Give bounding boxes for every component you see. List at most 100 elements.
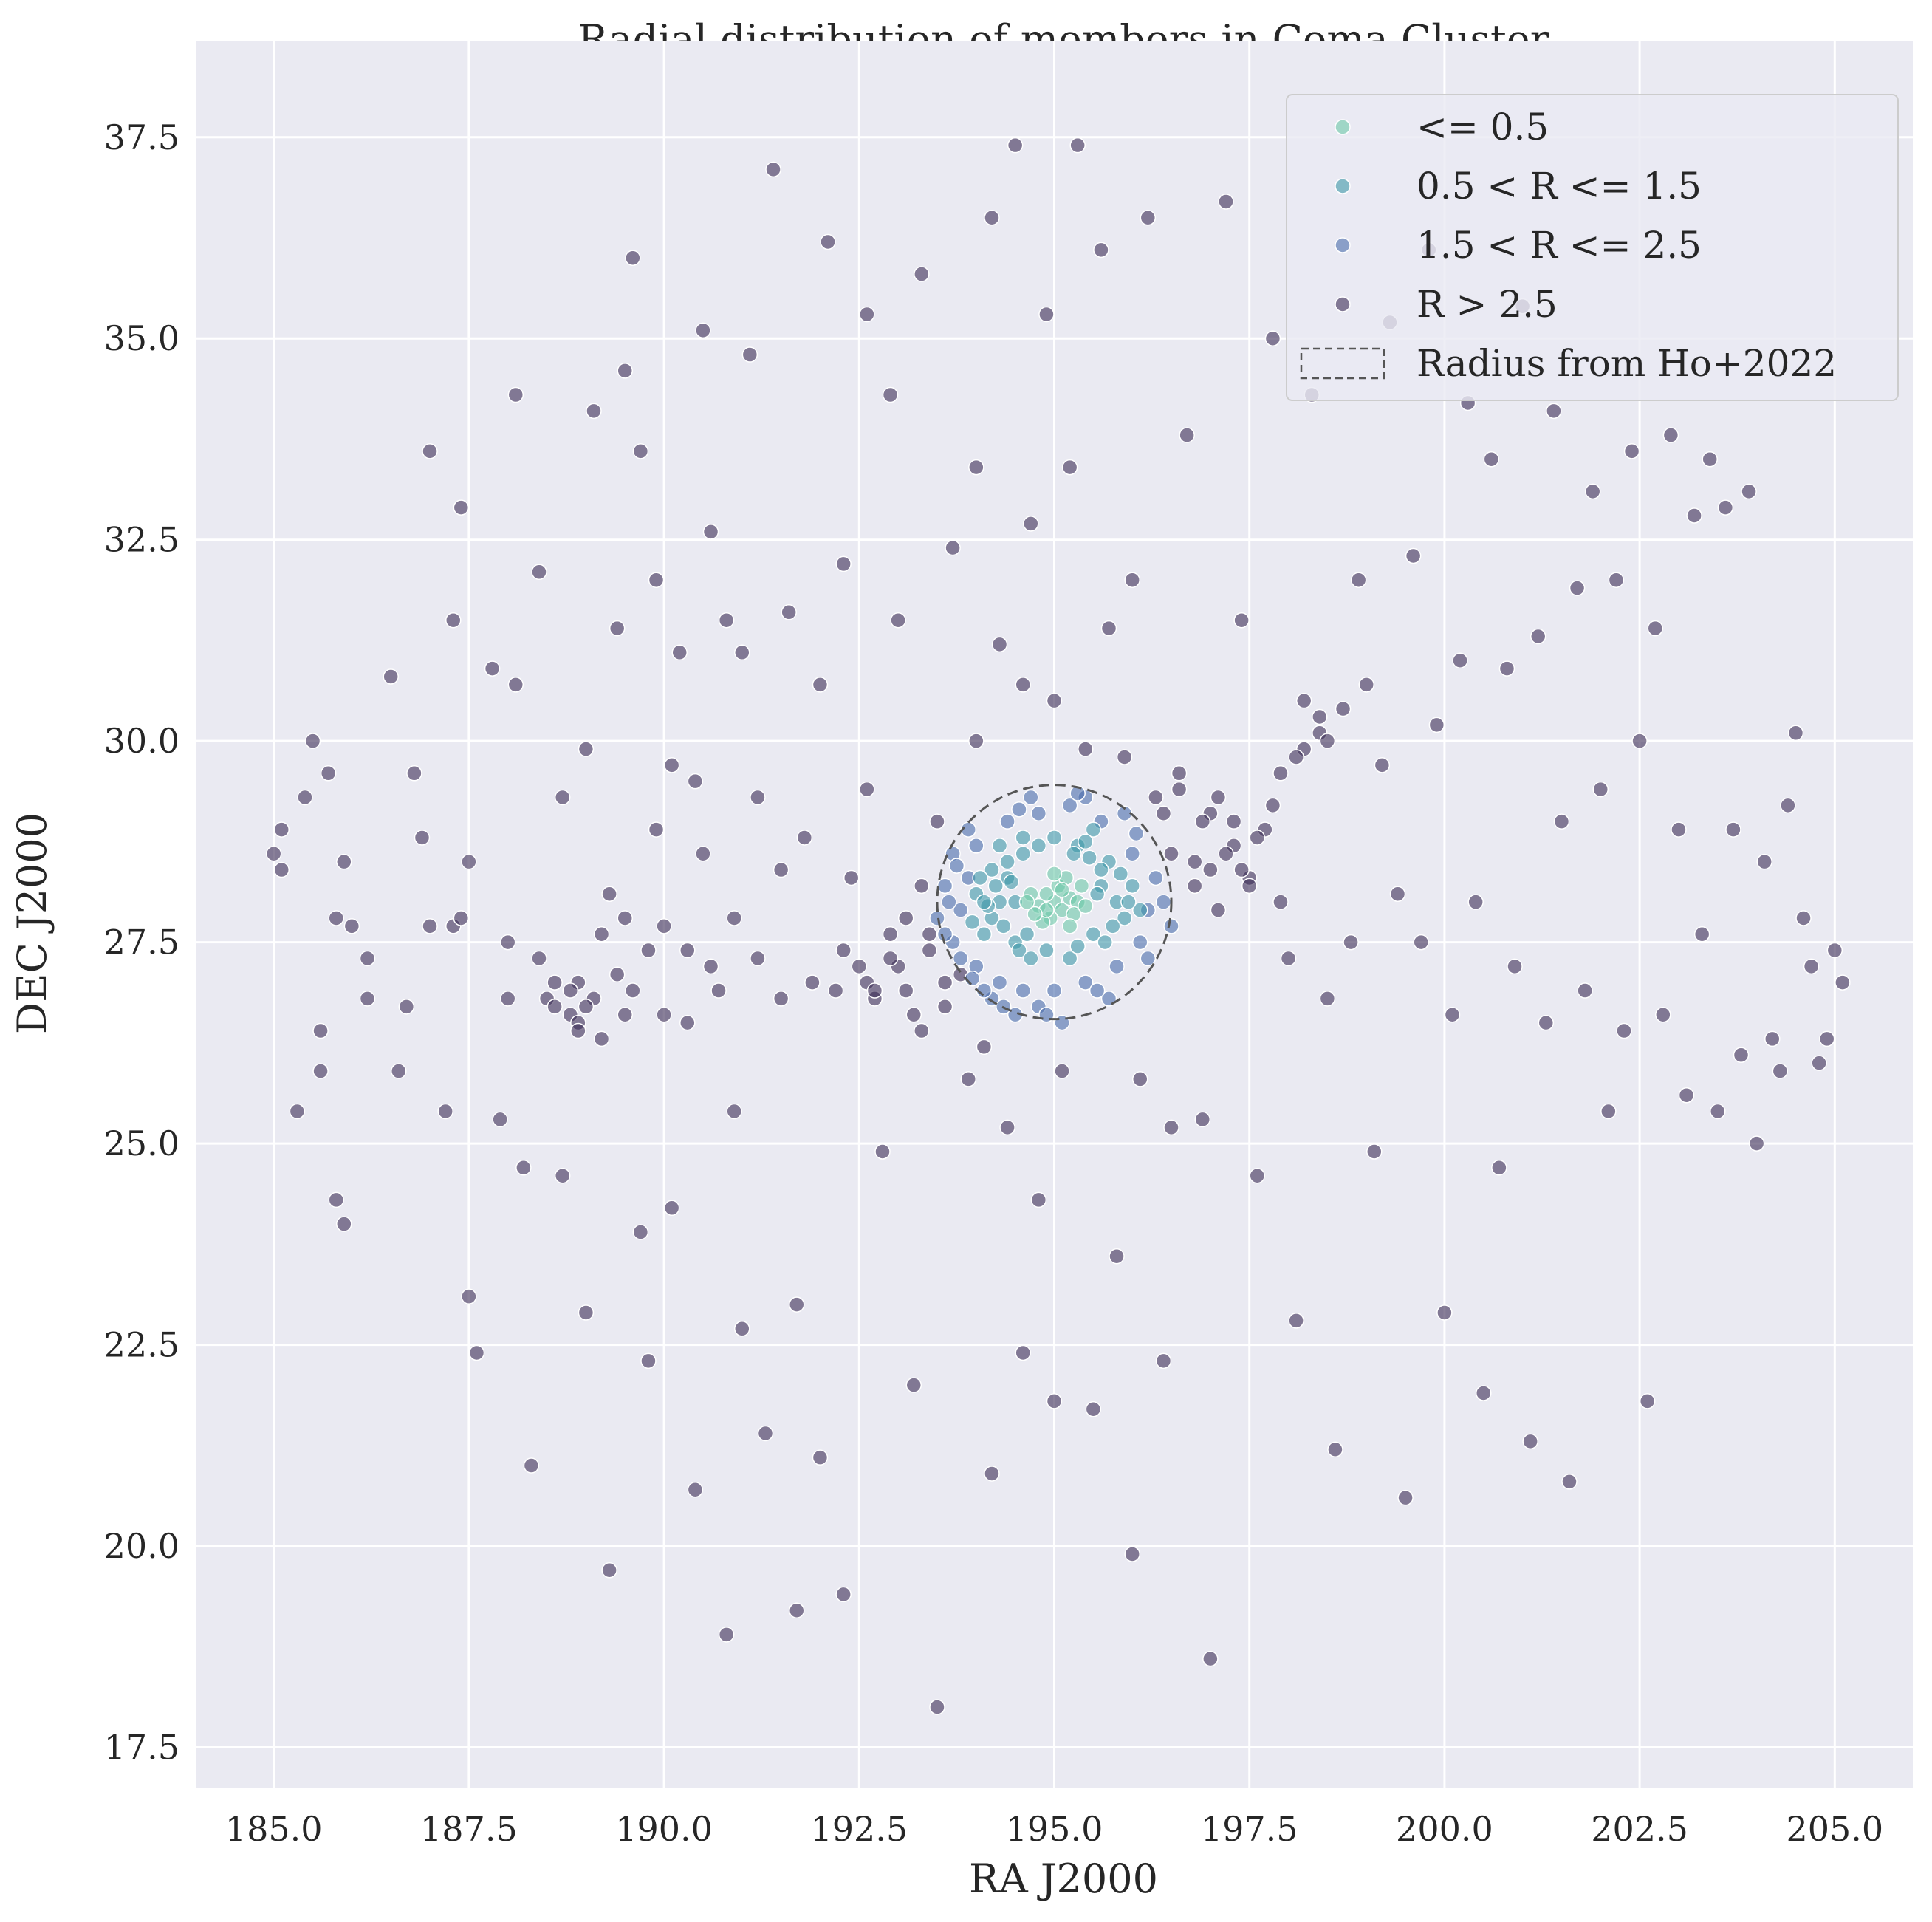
data-point bbox=[1507, 958, 1523, 975]
y-tick-label: 27.5 bbox=[104, 923, 179, 962]
data-point bbox=[1132, 1071, 1148, 1087]
data-point bbox=[1312, 708, 1328, 725]
data-point bbox=[976, 1039, 993, 1056]
data-point bbox=[976, 926, 993, 943]
data-point bbox=[1717, 499, 1734, 516]
data-point bbox=[1249, 1167, 1266, 1184]
data-point bbox=[781, 604, 797, 620]
data-point bbox=[1046, 866, 1063, 882]
data-point bbox=[1069, 785, 1086, 801]
data-point bbox=[984, 1466, 1000, 1482]
legend: <= 0.5 0.5 < R <= 1.5 1.5 < R <= 2.5 R > 2.… bbox=[1286, 94, 1899, 401]
data-point bbox=[312, 1063, 329, 1079]
legend-circle-marker bbox=[1300, 347, 1385, 380]
data-point bbox=[1202, 1650, 1219, 1667]
data-point bbox=[1608, 572, 1625, 588]
data-point bbox=[866, 982, 883, 999]
data-point bbox=[1498, 660, 1515, 677]
data-point bbox=[1686, 507, 1702, 524]
data-point bbox=[1124, 1546, 1140, 1562]
data-point bbox=[1826, 942, 1843, 959]
data-points bbox=[265, 137, 1851, 1715]
data-point bbox=[359, 950, 376, 967]
data-point bbox=[265, 846, 282, 862]
data-point bbox=[1264, 797, 1281, 814]
legend-label: 0.5 < R <= 1.5 bbox=[1417, 165, 1702, 208]
data-point bbox=[422, 443, 438, 459]
data-point bbox=[1105, 918, 1121, 934]
data-point bbox=[1089, 886, 1106, 903]
data-point bbox=[1569, 580, 1586, 596]
data-point bbox=[648, 572, 665, 588]
data-point bbox=[1128, 825, 1145, 842]
data-point bbox=[617, 1006, 633, 1023]
data-point bbox=[1015, 830, 1031, 846]
data-point bbox=[1444, 1006, 1461, 1023]
data-point bbox=[320, 765, 337, 782]
data-point bbox=[1109, 1248, 1125, 1265]
data-point bbox=[1538, 1014, 1555, 1031]
data-point bbox=[929, 910, 945, 926]
data-point bbox=[1085, 926, 1102, 943]
legend-box bbox=[1286, 94, 1899, 401]
data-point bbox=[1616, 1022, 1632, 1039]
data-point bbox=[391, 1063, 407, 1079]
y-tick-label: 22.5 bbox=[104, 1325, 179, 1365]
y-axis-label: DEC J2000 bbox=[9, 813, 55, 1034]
data-point bbox=[1171, 765, 1188, 782]
data-point bbox=[1577, 982, 1593, 999]
data-point bbox=[984, 861, 1000, 878]
data-point bbox=[765, 161, 781, 178]
data-point bbox=[1078, 833, 1094, 850]
data-point bbox=[796, 830, 813, 846]
data-point bbox=[914, 266, 930, 282]
data-point bbox=[507, 386, 524, 403]
data-point bbox=[1280, 950, 1297, 967]
data-point bbox=[1132, 934, 1148, 951]
reference-circle bbox=[936, 784, 1173, 1021]
data-point bbox=[984, 210, 1000, 226]
data-point bbox=[897, 982, 914, 999]
data-point bbox=[1148, 869, 1164, 886]
data-point bbox=[515, 1160, 532, 1176]
data-point bbox=[1264, 330, 1281, 346]
data-point bbox=[1163, 918, 1179, 934]
data-point bbox=[1233, 861, 1250, 878]
data-point bbox=[1241, 878, 1258, 895]
data-point bbox=[359, 991, 376, 1007]
data-point bbox=[617, 910, 633, 926]
data-point bbox=[734, 1321, 750, 1337]
data-point bbox=[1600, 1103, 1617, 1120]
data-point bbox=[991, 838, 1008, 854]
data-point bbox=[991, 974, 1008, 991]
data-point bbox=[929, 813, 945, 830]
data-point bbox=[1561, 1474, 1578, 1490]
data-point bbox=[835, 555, 852, 572]
data-point bbox=[726, 910, 742, 926]
data-point bbox=[1725, 821, 1741, 838]
data-point bbox=[1374, 757, 1391, 773]
data-point bbox=[523, 1457, 540, 1474]
data-point bbox=[531, 950, 547, 967]
data-point bbox=[1038, 306, 1055, 323]
data-point bbox=[789, 1602, 805, 1618]
data-point bbox=[679, 1014, 696, 1031]
data-point bbox=[1124, 572, 1140, 588]
data-point bbox=[632, 443, 649, 459]
data-point bbox=[882, 926, 899, 943]
data-point bbox=[1811, 1055, 1827, 1071]
data-point bbox=[1112, 866, 1129, 882]
legend-label: <= 0.5 bbox=[1417, 106, 1549, 148]
x-axis-label: RA J2000 bbox=[969, 1856, 1158, 1902]
data-point bbox=[1132, 902, 1148, 918]
data-point bbox=[710, 982, 727, 999]
data-point bbox=[1327, 1441, 1343, 1458]
data-point bbox=[1452, 652, 1468, 668]
data-point bbox=[1015, 982, 1031, 999]
data-point bbox=[789, 1296, 805, 1313]
data-point bbox=[461, 1288, 477, 1304]
data-point bbox=[1631, 733, 1648, 749]
x-tick-label: 190.0 bbox=[615, 1809, 713, 1849]
data-point bbox=[718, 612, 735, 629]
data-point bbox=[827, 982, 844, 999]
